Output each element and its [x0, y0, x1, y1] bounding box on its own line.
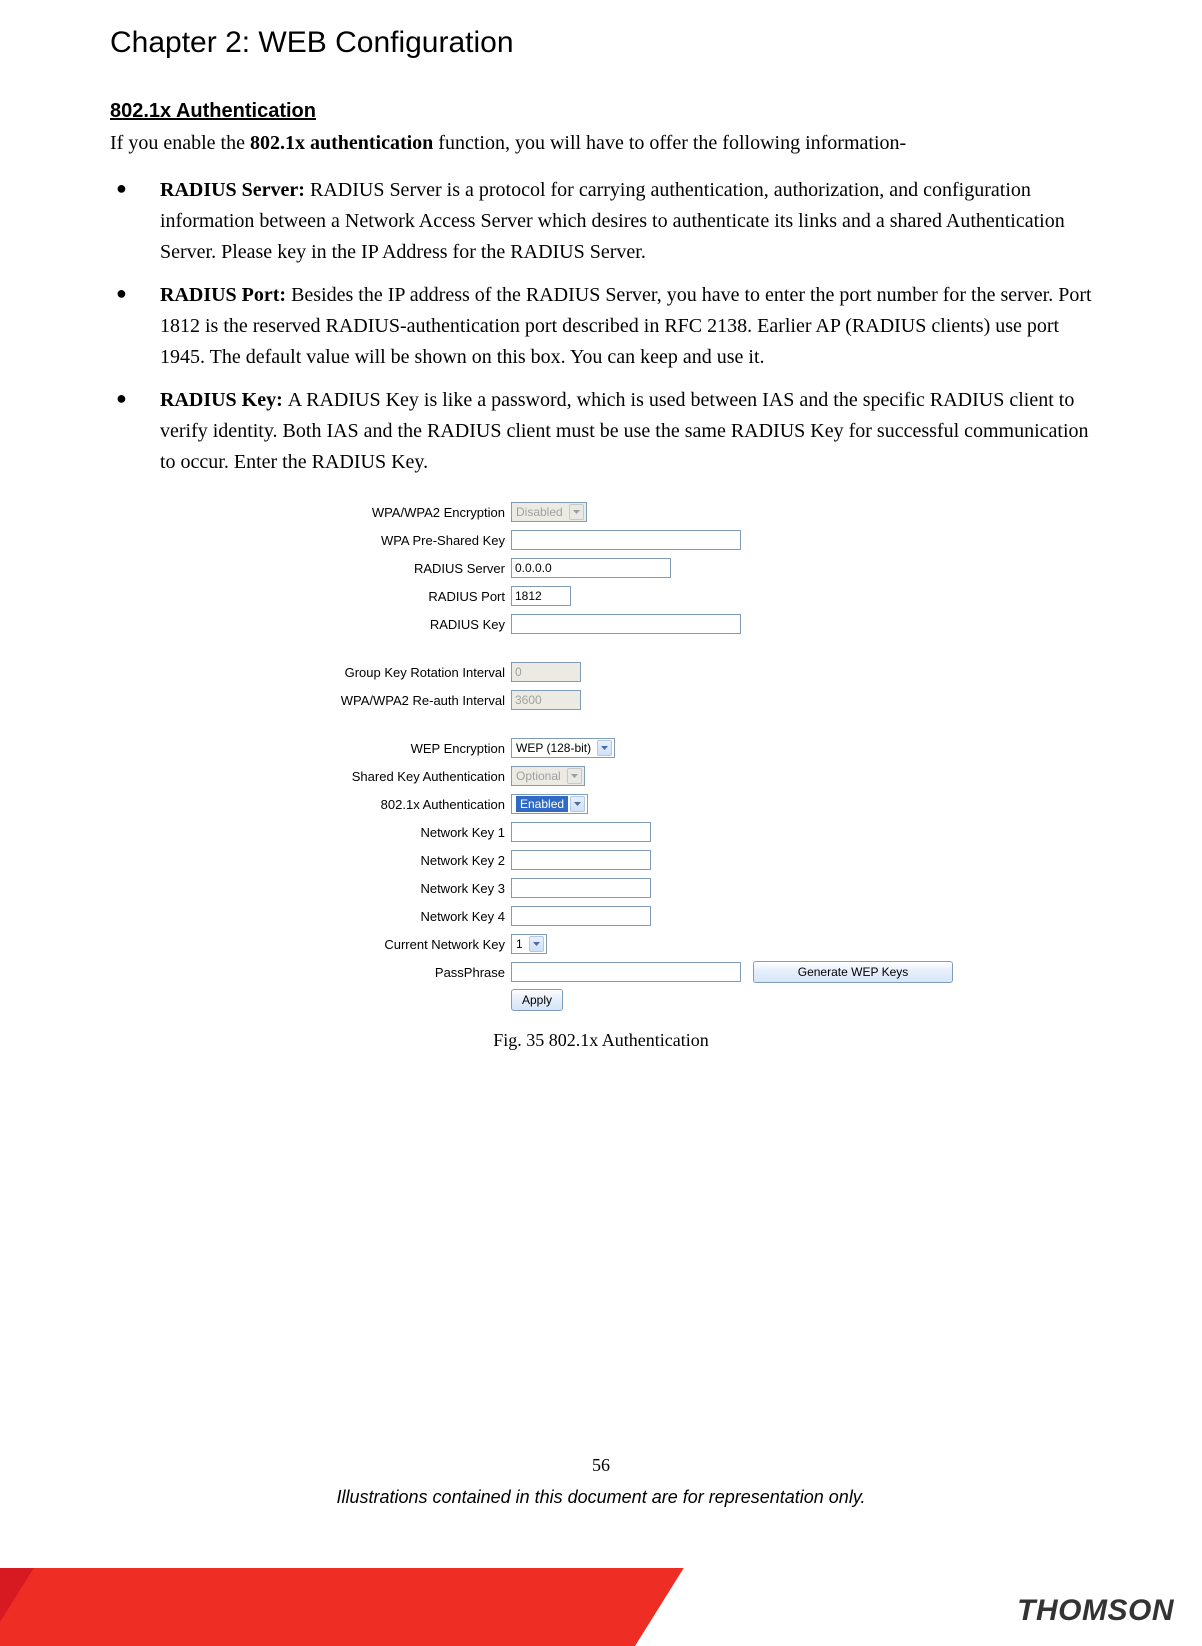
section-heading: 802.1x Authentication	[110, 100, 1092, 123]
page-number: 56	[0, 1455, 1202, 1476]
bullet3-bold: RADIUS Key:	[160, 389, 288, 411]
netkey4-label: Network Key 4	[221, 909, 511, 924]
generate-wep-keys-button[interactable]: Generate WEP Keys	[753, 961, 953, 983]
radius-key-input[interactable]	[511, 614, 741, 634]
intro-prefix: If you enable the	[110, 132, 250, 154]
radius-key-label: RADIUS Key	[221, 617, 511, 632]
shared-key-auth-select[interactable]: Optional	[511, 766, 585, 786]
chevron-down-icon	[597, 740, 612, 756]
shared-key-auth-label: Shared Key Authentication	[221, 769, 511, 784]
radius-server-input[interactable]	[511, 558, 671, 578]
bullet2-text: Besides the IP address of the RADIUS Ser…	[160, 284, 1092, 368]
footer-red-graphic	[0, 1568, 624, 1646]
group-key-label: Group Key Rotation Interval	[221, 665, 511, 680]
bullet-radius-server: RADIUS Server: RADIUS Server is a protoc…	[110, 175, 1092, 268]
apply-button[interactable]: Apply	[511, 989, 563, 1011]
chevron-down-icon	[569, 504, 584, 520]
config-screenshot: WPA/WPA2 Encryption Disabled WPA Pre-Sha…	[221, 500, 981, 1012]
wpa-psk-input[interactable]	[511, 530, 741, 550]
chevron-down-icon	[529, 936, 544, 952]
bullet-radius-port: RADIUS Port: Besides the IP address of t…	[110, 280, 1092, 373]
dot1x-label: 802.1x Authentication	[221, 797, 511, 812]
netkey1-label: Network Key 1	[221, 825, 511, 840]
radius-port-label: RADIUS Port	[221, 589, 511, 604]
netkey2-label: Network Key 2	[221, 853, 511, 868]
intro-suffix: function, you will have to offer the fol…	[433, 132, 906, 154]
wpa-psk-label: WPA Pre-Shared Key	[221, 533, 511, 548]
footer-note: Illustrations contained in this document…	[0, 1487, 1202, 1508]
netkey4-input[interactable]	[511, 906, 651, 926]
cur-netkey-label: Current Network Key	[221, 937, 511, 952]
netkey3-input[interactable]	[511, 878, 651, 898]
netkey1-input[interactable]	[511, 822, 651, 842]
passphrase-label: PassPhrase	[221, 965, 511, 980]
shared-key-auth-value: Optional	[516, 769, 565, 783]
bullet-radius-key: RADIUS Key: A RADIUS Key is like a passw…	[110, 385, 1092, 478]
wep-enc-select[interactable]: WEP (128-bit)	[511, 738, 615, 758]
group-key-input[interactable]	[511, 662, 581, 682]
brand-logo: THOMSON	[1017, 1594, 1174, 1628]
figure-caption: Fig. 35 802.1x Authentication	[110, 1030, 1092, 1051]
passphrase-input[interactable]	[511, 962, 741, 982]
bullet2-bold: RADIUS Port:	[160, 284, 291, 306]
chevron-down-icon	[570, 796, 585, 812]
reauth-input[interactable]	[511, 690, 581, 710]
dot1x-value: Enabled	[516, 796, 568, 812]
wpa-enc-select[interactable]: Disabled	[511, 502, 587, 522]
intro-bold: 802.1x authentication	[250, 132, 433, 154]
wpa-enc-label: WPA/WPA2 Encryption	[221, 505, 511, 520]
intro-paragraph: If you enable the 802.1x authentication …	[110, 129, 1092, 157]
wep-enc-value: WEP (128-bit)	[516, 741, 595, 755]
netkey3-label: Network Key 3	[221, 881, 511, 896]
chevron-down-icon	[567, 768, 582, 784]
cur-netkey-select[interactable]: 1	[511, 934, 547, 954]
bullet3-text: A RADIUS Key is like a password, which i…	[160, 389, 1089, 473]
footer-bar: THOMSON	[0, 1568, 1202, 1646]
bullet1-bold: RADIUS Server:	[160, 179, 310, 201]
reauth-label: WPA/WPA2 Re-auth Interval	[221, 693, 511, 708]
radius-port-input[interactable]	[511, 586, 571, 606]
netkey2-input[interactable]	[511, 850, 651, 870]
wep-enc-label: WEP Encryption	[221, 741, 511, 756]
radius-server-label: RADIUS Server	[221, 561, 511, 576]
chapter-title: Chapter 2: WEB Configuration	[110, 26, 1092, 60]
wpa-enc-value: Disabled	[516, 505, 567, 519]
cur-netkey-value: 1	[516, 937, 527, 951]
dot1x-select[interactable]: Enabled	[511, 794, 588, 814]
bullet-list: RADIUS Server: RADIUS Server is a protoc…	[110, 175, 1092, 478]
